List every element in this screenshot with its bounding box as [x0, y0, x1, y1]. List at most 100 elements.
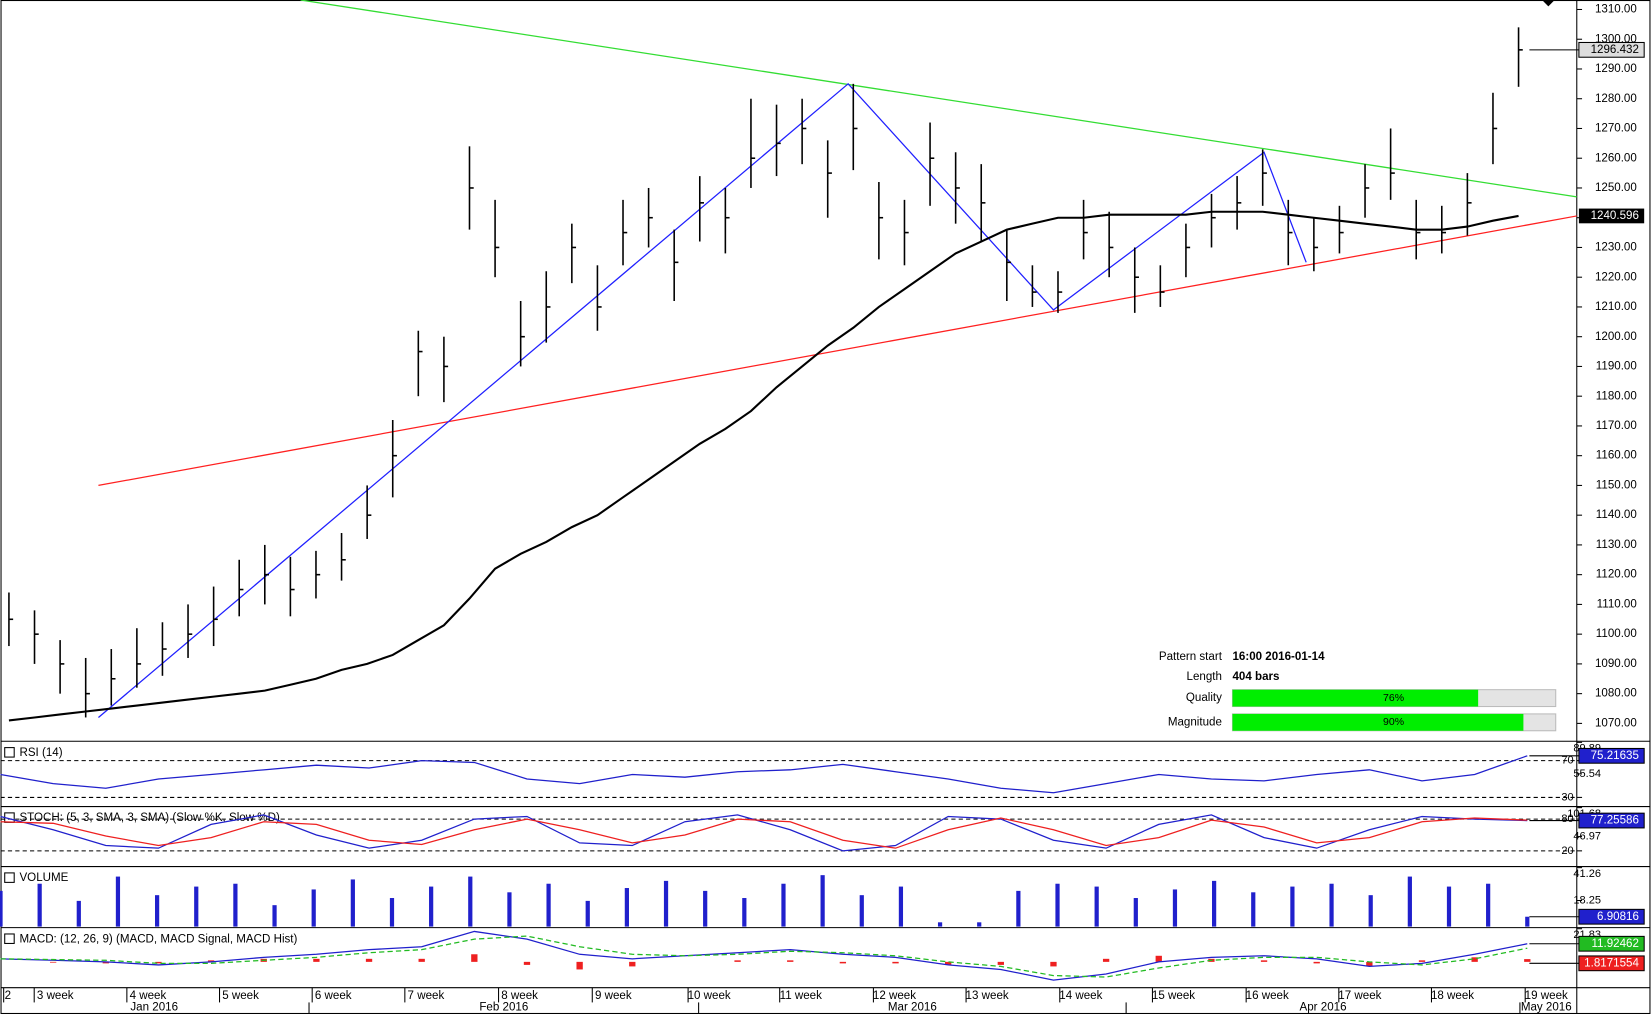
last-value-box	[1578, 955, 1645, 972]
volume-bar	[859, 895, 864, 927]
x-tick-label: 18 week	[1431, 990, 1474, 1002]
macd-hist	[1418, 960, 1426, 962]
volume-bar	[507, 892, 512, 927]
y-tick-label: 1170.00	[1596, 420, 1637, 432]
volume-bar	[1133, 898, 1138, 927]
macd-hist	[734, 960, 741, 962]
volume-bar	[703, 890, 708, 927]
pane-checkbox	[4, 933, 15, 944]
macd-hist	[945, 961, 952, 965]
macd-hist	[207, 960, 215, 962]
macd-hist	[102, 961, 109, 964]
volume-bar	[1486, 883, 1491, 927]
x-tick-label: 6 week	[315, 990, 352, 1002]
ma-value-label: 1240.596	[1591, 210, 1639, 222]
x-tick-label: 7 week	[408, 990, 445, 1002]
y-tick-label: 1090.00	[1595, 658, 1637, 670]
x-tick-label: 14 week	[1059, 990, 1102, 1002]
y-tick-label: 1110.00	[1597, 598, 1637, 610]
y-tick-label: 1160.00	[1596, 450, 1637, 462]
volume-bar	[311, 889, 316, 927]
pane-title: VOLUME	[19, 872, 68, 884]
x-tick-label: 12 week	[873, 990, 916, 1002]
volume-bar	[937, 922, 943, 927]
indicator-line	[0, 755, 1528, 794]
y-tick-label: 1150.00	[1596, 479, 1637, 491]
volume-bar	[37, 883, 42, 927]
info-label: Quality	[1186, 692, 1222, 704]
pane-title: STOCH: (5, 3, SMA, 3, SMA) (Slow %K, Slo…	[19, 812, 279, 824]
pane-checkbox	[4, 747, 15, 758]
y-tick-label: 1140.00	[1596, 509, 1637, 521]
macd-hist	[1050, 961, 1057, 967]
x-tick-label: 13 week	[966, 990, 1009, 1002]
volume-bar	[1525, 916, 1530, 927]
volume-bar	[1290, 886, 1295, 927]
y-tick-label: 80	[1561, 813, 1573, 825]
info-value: 404 bars	[1232, 671, 1279, 683]
macd-hist	[576, 961, 583, 970]
month-label: Jan 2016	[130, 1002, 178, 1014]
month-label: Mar 2016	[888, 1002, 937, 1014]
macd-hist	[1260, 960, 1268, 962]
y-tick-label: 55.54	[1573, 768, 1601, 780]
volume-bar	[429, 886, 434, 927]
info-bar	[1232, 713, 1524, 731]
volume-bar	[1212, 880, 1217, 927]
last-price-label: 1296.432	[1591, 44, 1639, 56]
last-value-label: 6.90816	[1597, 911, 1639, 923]
pane-title: RSI (14)	[19, 747, 62, 759]
scroll-marker	[1542, 0, 1555, 7]
macd-hist	[997, 961, 1004, 965]
volume-bar	[1094, 886, 1099, 927]
indicator-line	[0, 814, 1528, 852]
y-tick-label: 18.25	[1573, 894, 1601, 906]
info-bar-label: 76%	[1383, 692, 1404, 704]
trendline	[300, 0, 1577, 198]
macd-hist	[892, 961, 899, 964]
volume-bar	[898, 886, 904, 927]
macd-hist	[523, 961, 531, 965]
volume-bar	[624, 888, 629, 927]
x-tick-label: 4 week	[130, 990, 167, 1002]
macd-hist	[1313, 961, 1320, 964]
last-value-label: 11.92462	[1591, 938, 1638, 950]
macd-hist	[1102, 958, 1110, 962]
volume-bar	[154, 895, 160, 927]
info-label: Magnitude	[1168, 716, 1222, 728]
y-tick-label: 30	[1561, 791, 1573, 803]
volume-bar	[194, 886, 199, 927]
last-value-box	[1578, 747, 1645, 764]
y-tick-label: 1280.00	[1595, 93, 1637, 105]
volume-bar	[233, 883, 238, 927]
pattern-zigzag	[98, 82, 1307, 718]
y-tick-label: 46.97	[1573, 830, 1601, 842]
volume-bar	[1446, 886, 1452, 927]
last-value-box	[1578, 908, 1645, 925]
macd-hist	[1471, 957, 1478, 962]
y-tick-label: 1120.00	[1596, 569, 1637, 581]
volume-bar	[272, 905, 277, 927]
last-value-box	[1578, 935, 1645, 952]
y-tick-label: 1210.00	[1595, 301, 1637, 313]
macd-hist	[1524, 959, 1531, 962]
volume-bar	[820, 875, 825, 927]
macd-hist	[471, 954, 478, 962]
y-tick-label: 21.83	[1573, 929, 1601, 941]
y-tick-label: 1190.00	[1596, 361, 1637, 373]
y-tick-label: 1270.00	[1595, 123, 1637, 135]
volume-bar	[0, 890, 3, 927]
indicator-line	[0, 817, 1528, 849]
y-tick-label: 1200.00	[1595, 331, 1637, 343]
volume-bar	[389, 898, 395, 927]
x-tick-label: 3 week	[37, 990, 74, 1002]
x-tick-label: 19 week	[1525, 990, 1568, 1002]
y-tick-label: 1080.00	[1595, 688, 1637, 700]
pane-checkbox	[4, 872, 15, 883]
macd-hist	[787, 960, 794, 962]
macd-hist	[313, 958, 320, 962]
y-tick-label: 1130.00	[1596, 539, 1637, 551]
volume-bar	[76, 900, 81, 927]
y-tick-label: 1310.00	[1595, 4, 1637, 16]
info-value: 16:00 2016-01-14	[1232, 651, 1325, 663]
